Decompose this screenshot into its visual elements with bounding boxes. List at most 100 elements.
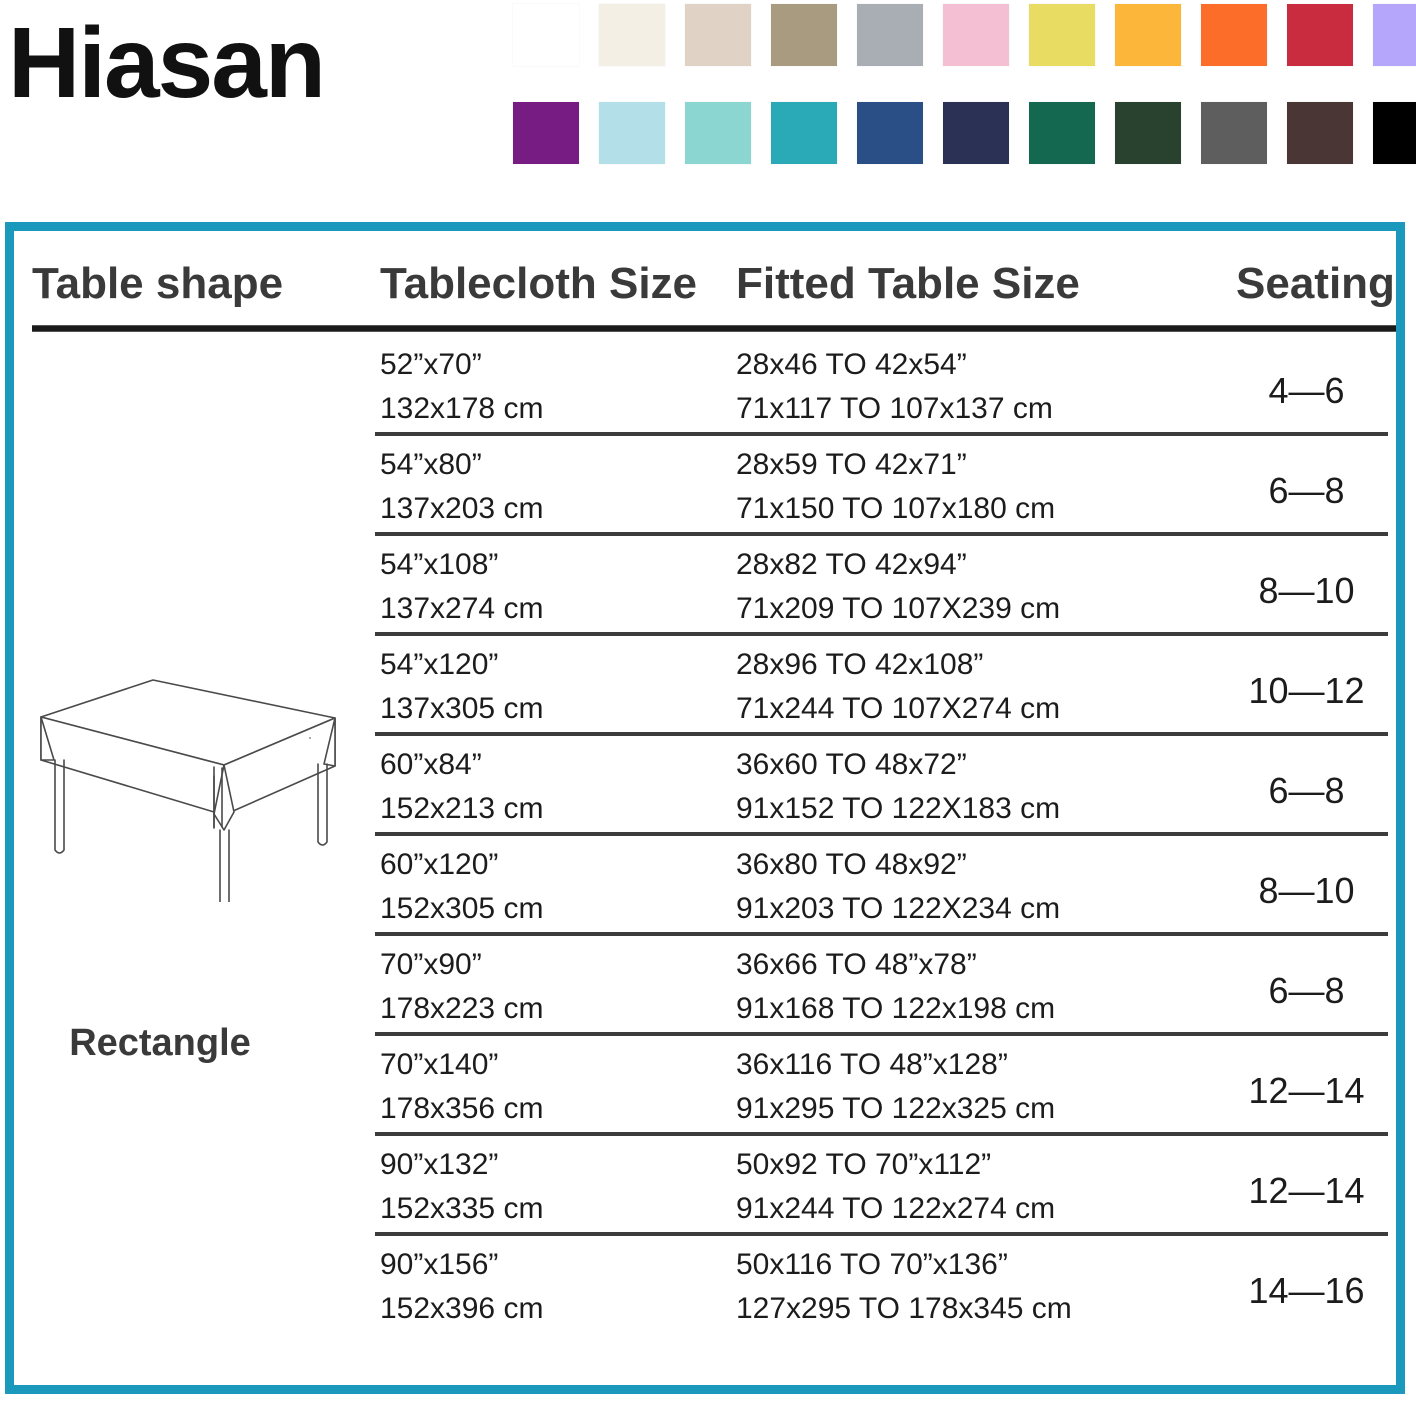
fitted-size-cm: 71x209 TO 107X239 cm xyxy=(736,591,1061,625)
cell-fitted-table-size: 28x96 TO 42x108” 71x244 TO 107X274 cm xyxy=(736,643,1060,731)
cell-tablecloth-size: 52”x70” 132x178 cm xyxy=(380,343,543,431)
fitted-size-inches: 36x66 TO 48”x78” xyxy=(736,948,977,981)
table-row: 90”x132” 152x335 cm 50x92 TO 70”x112” 91x24… xyxy=(14,1132,1396,1232)
color-swatch-purple[interactable] xyxy=(513,102,579,164)
color-swatch-emerald-green[interactable] xyxy=(1029,102,1095,164)
color-swatch-taupe[interactable] xyxy=(771,4,837,66)
cell-seating: 6—8 xyxy=(1268,470,1345,511)
cell-tablecloth-size: 90”x132” 152x335 cm xyxy=(380,1143,543,1231)
cell-fitted-table-size: 50x116 TO 70”x136” 127x295 TO 178x345 cm xyxy=(736,1243,1072,1331)
tablecloth-size-inches: 54”x80” xyxy=(380,448,482,481)
color-swatch-white[interactable] xyxy=(513,4,579,66)
fitted-size-inches: 36x60 TO 48x72” xyxy=(736,748,967,781)
brand-logo: Hiasan xyxy=(8,7,326,119)
header-divider xyxy=(32,325,1396,332)
cell-seating: 10—12 xyxy=(1248,670,1365,711)
column-header-seating: Seating xyxy=(1236,259,1395,308)
table-row: 52”x70” 132x178 cm 28x46 TO 42x54” 71x117 T… xyxy=(14,332,1396,432)
column-header-table-shape: Table shape xyxy=(32,259,284,308)
cell-fitted-table-size: 50x92 TO 70”x112” 91x244 TO 122x274 cm xyxy=(736,1143,1055,1231)
cell-tablecloth-size: 70”x90” 178x223 cm xyxy=(380,943,543,1031)
fitted-size-cm: 71x117 TO 107x137 cm xyxy=(736,391,1053,425)
tablecloth-size-inches: 70”x140” xyxy=(380,1048,499,1081)
size-chart-header-row: Table shape Tablecloth Size Fitted Table… xyxy=(14,231,1396,326)
cell-fitted-table-size: 28x46 TO 42x54” 71x117 TO 107x137 cm xyxy=(736,343,1053,431)
color-swatch-blush-pink[interactable] xyxy=(943,4,1009,66)
cell-seating: 4—6 xyxy=(1268,370,1345,411)
cell-seating: 12—14 xyxy=(1248,1170,1365,1211)
fitted-size-cm: 91x244 TO 122x274 cm xyxy=(736,1191,1056,1225)
tablecloth-size-cm: 152x396 cm xyxy=(380,1291,544,1325)
cell-tablecloth-size: 54”x80” 137x203 cm xyxy=(380,443,543,531)
color-swatch-silver-grey[interactable] xyxy=(857,4,923,66)
tablecloth-size-cm: 137x274 cm xyxy=(380,591,544,625)
cell-fitted-table-size: 36x66 TO 48”x78” 91x168 TO 122x198 cm xyxy=(736,943,1055,1031)
color-swatch-navy-blue[interactable] xyxy=(943,102,1009,164)
table-row: 54”x120” 137x305 cm 28x96 TO 42x108” 71x244… xyxy=(14,632,1396,732)
tablecloth-size-cm: 152x335 cm xyxy=(380,1191,544,1225)
color-swatch-dark-grey[interactable] xyxy=(1201,102,1267,164)
color-swatch-teal[interactable] xyxy=(771,102,837,164)
cell-fitted-table-size: 36x80 TO 48x92” 91x203 TO 122X234 cm xyxy=(736,843,1060,931)
table-shape-cell: Rectangle xyxy=(20,332,370,1385)
cell-tablecloth-size: 90”x156” 152x396 cm xyxy=(380,1243,543,1331)
tablecloth-size-inches: 54”x120” xyxy=(380,648,499,681)
tablecloth-size-inches: 70”x90” xyxy=(380,948,482,981)
fitted-size-inches: 28x82 TO 42x94” xyxy=(736,548,967,581)
color-swatch-coffee-brown[interactable] xyxy=(1287,102,1353,164)
tablecloth-size-inches: 60”x120” xyxy=(380,848,499,881)
tablecloth-size-cm: 132x178 cm xyxy=(380,391,544,425)
color-swatch-ivory[interactable] xyxy=(599,4,665,66)
color-swatch-grid xyxy=(513,4,1416,200)
cell-seating: 8—10 xyxy=(1258,570,1355,611)
color-swatch-hunter-green[interactable] xyxy=(1115,102,1181,164)
color-swatch-royal-blue[interactable] xyxy=(857,102,923,164)
cell-fitted-table-size: 36x60 TO 48x72” 91x152 TO 122X183 cm xyxy=(736,743,1060,831)
tablecloth-size-cm: 137x305 cm xyxy=(380,691,544,725)
tablecloth-size-cm: 178x223 cm xyxy=(380,991,544,1025)
color-swatch-light-blue[interactable] xyxy=(599,102,665,164)
color-swatch-lemon-yellow[interactable] xyxy=(1029,4,1095,66)
cell-fitted-table-size: 28x59 TO 42x71” 71x150 TO 107x180 cm xyxy=(736,443,1055,531)
cell-seating: 12—14 xyxy=(1248,1070,1365,1111)
color-swatch-orange[interactable] xyxy=(1201,4,1267,66)
column-header-tablecloth-size: Tablecloth Size xyxy=(380,259,698,308)
table-row: 70”x140” 178x356 cm 36x116 TO 48”x128” 91x2… xyxy=(14,1032,1396,1132)
table-shape-label: Rectangle xyxy=(69,1022,251,1064)
brand-header-bar: Hiasan xyxy=(0,0,1416,200)
cell-tablecloth-size: 54”x120” 137x305 cm xyxy=(380,643,543,731)
fitted-size-inches: 36x116 TO 48”x128” xyxy=(736,1048,1008,1081)
tablecloth-size-inches: 90”x156” xyxy=(380,1248,499,1281)
tablecloth-size-cm: 152x213 cm xyxy=(380,791,544,825)
table-row: 90”x156” 152x396 cm 50x116 TO 70”x136” 127x… xyxy=(14,1232,1396,1332)
color-swatch-aqua[interactable] xyxy=(685,102,751,164)
tablecloth-size-cm: 178x356 cm xyxy=(380,1091,544,1125)
cell-seating: 14—16 xyxy=(1248,1270,1365,1311)
color-swatch-golden-yellow[interactable] xyxy=(1115,4,1181,66)
color-swatch-beige[interactable] xyxy=(685,4,751,66)
cell-tablecloth-size: 70”x140” 178x356 cm xyxy=(380,1043,543,1131)
tablecloth-size-cm: 152x305 cm xyxy=(380,891,544,925)
cell-seating: 8—10 xyxy=(1258,870,1355,911)
fitted-size-inches: 28x59 TO 42x71” xyxy=(736,448,967,481)
color-swatch-crimson-red[interactable] xyxy=(1287,4,1353,66)
column-header-fitted-size: Fitted Table Size xyxy=(736,259,1080,308)
color-swatch-lavender[interactable] xyxy=(1373,4,1416,66)
table-row: 60”x84” 152x213 cm 36x60 TO 48x72” 91x152 T… xyxy=(14,732,1396,832)
fitted-size-inches: 50x116 TO 70”x136” xyxy=(736,1248,1008,1281)
fitted-size-inches: 28x46 TO 42x54” xyxy=(736,348,967,381)
fitted-size-cm: 91x168 TO 122x198 cm xyxy=(736,991,1056,1025)
cell-tablecloth-size: 60”x120” 152x305 cm xyxy=(380,843,543,931)
fitted-size-inches: 36x80 TO 48x92” xyxy=(736,848,967,881)
tablecloth-size-inches: 90”x132” xyxy=(380,1148,499,1181)
color-swatch-row-1 xyxy=(513,4,1416,66)
tablecloth-size-cm: 137x203 cm xyxy=(380,491,544,525)
fitted-size-cm: 71x244 TO 107X274 cm xyxy=(736,691,1061,725)
fitted-size-cm: 71x150 TO 107x180 cm xyxy=(736,491,1056,525)
tablecloth-size-inches: 60”x84” xyxy=(380,748,482,781)
color-swatch-black[interactable] xyxy=(1373,102,1416,164)
fitted-size-cm: 91x203 TO 122X234 cm xyxy=(736,891,1061,925)
table-row: 60”x120” 152x305 cm 36x80 TO 48x92” 91x203 … xyxy=(14,832,1396,932)
cell-seating: 6—8 xyxy=(1268,970,1345,1011)
cell-tablecloth-size: 54”x108” 137x274 cm xyxy=(380,543,543,631)
